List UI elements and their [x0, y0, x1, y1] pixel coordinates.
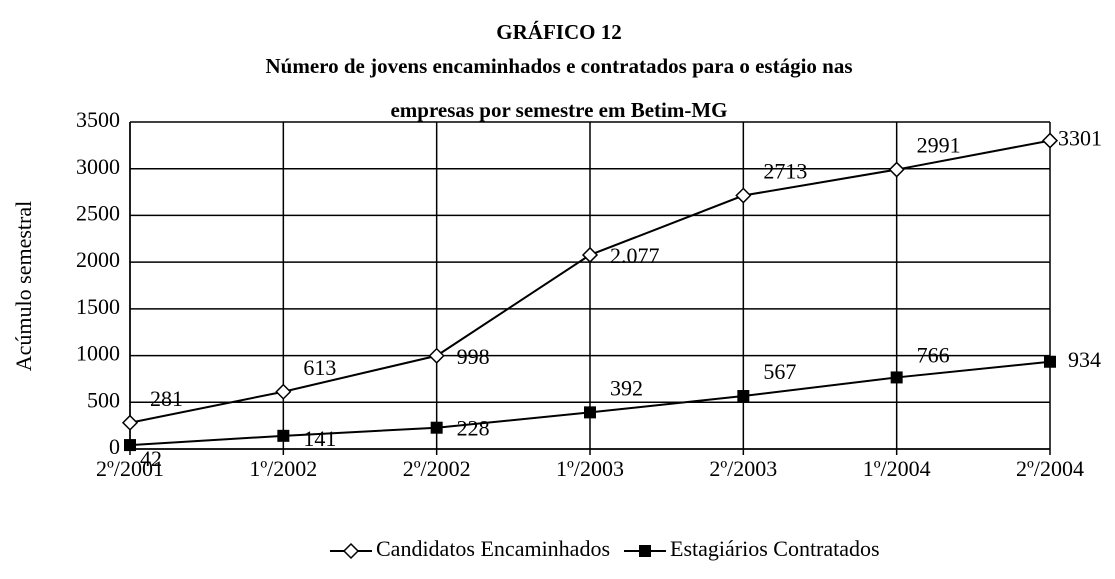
data-label: 934	[1068, 347, 1101, 372]
marker	[1041, 132, 1059, 149]
data-label: 392	[610, 375, 643, 400]
marker	[342, 542, 360, 560]
y-tick-label: 1500	[76, 294, 120, 319]
x-tick-label: 1º/2004	[863, 456, 931, 481]
chart-title: Número de jovens encaminhados e contrata…	[265, 54, 852, 78]
marker	[888, 161, 905, 178]
legend-label: Candidatos Encaminhados	[376, 536, 610, 561]
marker	[124, 439, 136, 452]
data-label: 766	[917, 342, 950, 367]
data-label: 613	[303, 355, 336, 380]
data-label: 998	[457, 344, 490, 369]
marker	[275, 383, 292, 400]
marker	[581, 246, 599, 264]
y-tick-label: 1000	[76, 341, 120, 366]
marker	[584, 406, 596, 419]
x-tick-label: 2º/2001	[96, 456, 164, 481]
data-label: 3301	[1058, 126, 1102, 151]
data-label: 42	[140, 446, 162, 471]
x-tick-label: 1º/2002	[249, 456, 317, 481]
data-label: 2991	[917, 133, 961, 158]
marker	[277, 429, 290, 442]
marker	[639, 545, 652, 557]
marker	[737, 390, 750, 403]
marker	[121, 414, 139, 431]
data-label: 228	[457, 416, 490, 441]
y-tick-label: 2000	[76, 247, 120, 272]
x-tick-label: 1º/2003	[556, 456, 624, 481]
data-label: 2.077	[610, 243, 660, 268]
data-label: 281	[150, 386, 183, 411]
chart-title: empresas por semestre em Betim-MG	[390, 98, 727, 122]
y-tick-label: 3000	[76, 154, 120, 179]
data-label: 567	[763, 359, 796, 384]
marker	[1044, 355, 1056, 368]
chart-title: GRÁFICO 12	[496, 20, 621, 44]
x-tick-label: 2º/2002	[403, 456, 471, 481]
y-tick-label: 0	[109, 434, 120, 459]
y-tick-label: 3500	[76, 107, 120, 132]
y-tick-label: 2500	[76, 200, 120, 225]
legend-label: Estagiários Contratados	[670, 536, 880, 561]
x-tick-label: 2º/2003	[709, 456, 777, 481]
data-label: 141	[303, 426, 336, 451]
x-tick-label: 2º/2004	[1016, 456, 1084, 481]
marker	[428, 347, 445, 364]
data-label: 2713	[763, 159, 807, 184]
marker	[430, 421, 443, 434]
marker	[890, 371, 903, 384]
marker	[735, 187, 752, 204]
y-tick-label: 500	[87, 387, 120, 412]
y-axis-label: Acúmulo semestral	[11, 201, 36, 371]
